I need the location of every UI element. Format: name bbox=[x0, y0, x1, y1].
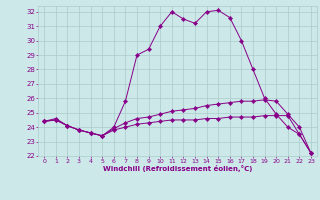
X-axis label: Windchill (Refroidissement éolien,°C): Windchill (Refroidissement éolien,°C) bbox=[103, 165, 252, 172]
